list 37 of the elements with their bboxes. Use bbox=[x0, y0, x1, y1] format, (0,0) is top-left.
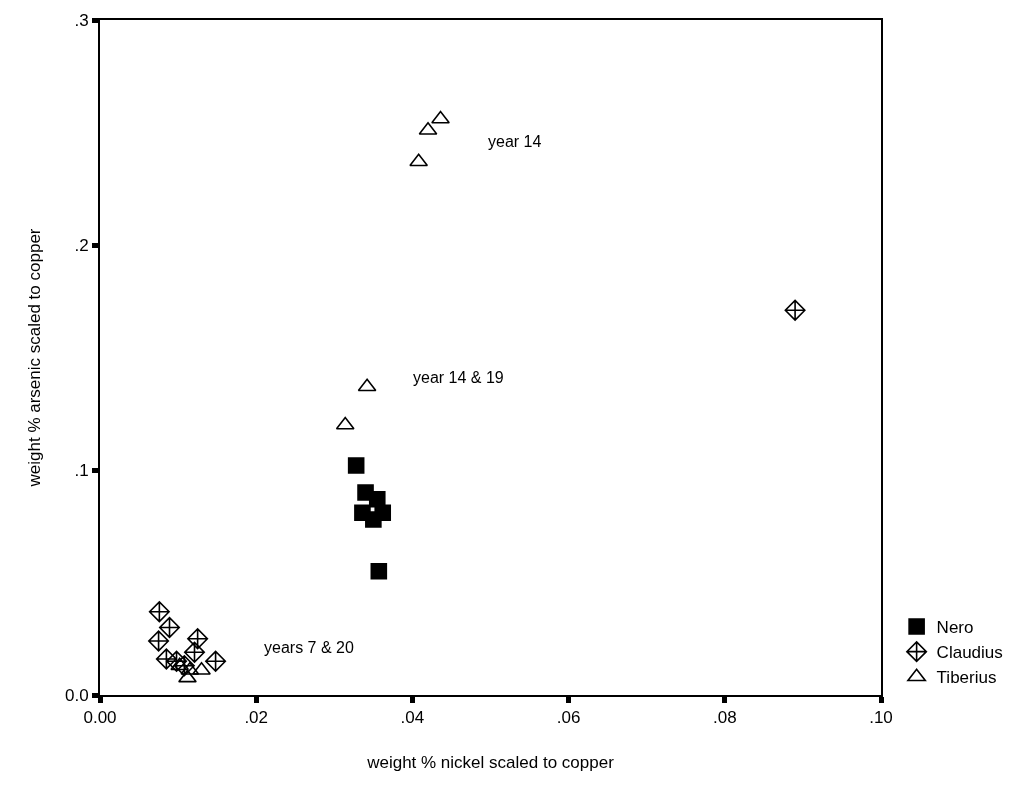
point bbox=[409, 153, 429, 167]
legend-label: Nero bbox=[936, 618, 974, 638]
x-tick-label: .08 bbox=[712, 708, 737, 728]
point bbox=[170, 657, 190, 671]
point bbox=[374, 504, 392, 522]
legend-label: Tiberius bbox=[936, 668, 997, 688]
y-tick-label: .1 bbox=[74, 460, 89, 480]
point bbox=[178, 669, 197, 683]
point bbox=[148, 601, 170, 623]
point bbox=[431, 110, 450, 124]
point bbox=[187, 628, 209, 650]
x-tick-label: 0.00 bbox=[83, 708, 117, 728]
point bbox=[347, 457, 365, 474]
annotation: year 14 bbox=[488, 133, 542, 150]
x-tick-label: .10 bbox=[869, 708, 893, 728]
point bbox=[370, 562, 388, 580]
y-axis-title: weight % arsenic scaled to copper bbox=[25, 228, 45, 488]
point bbox=[165, 650, 188, 672]
x-tick-label: .02 bbox=[244, 708, 269, 728]
annotation: year 14 & 19 bbox=[413, 369, 504, 386]
point bbox=[418, 121, 438, 135]
y-tick-label: .2 bbox=[74, 235, 89, 255]
annotation: years 7 & 20 bbox=[264, 639, 354, 656]
y-tick-label: 0.0 bbox=[64, 685, 89, 705]
point bbox=[158, 616, 181, 639]
legend-label: Claudius bbox=[936, 643, 1003, 663]
y-tick-label: .3 bbox=[74, 10, 89, 30]
point bbox=[335, 416, 355, 430]
point bbox=[155, 648, 177, 670]
point bbox=[357, 378, 377, 392]
point bbox=[205, 650, 227, 672]
x-tick-label: .04 bbox=[400, 708, 425, 728]
point bbox=[148, 630, 170, 652]
point bbox=[183, 641, 206, 663]
x-tick-label: .06 bbox=[556, 708, 581, 728]
point bbox=[784, 299, 806, 321]
x-axis-title: weight % nickel scaled to copper bbox=[366, 753, 615, 773]
